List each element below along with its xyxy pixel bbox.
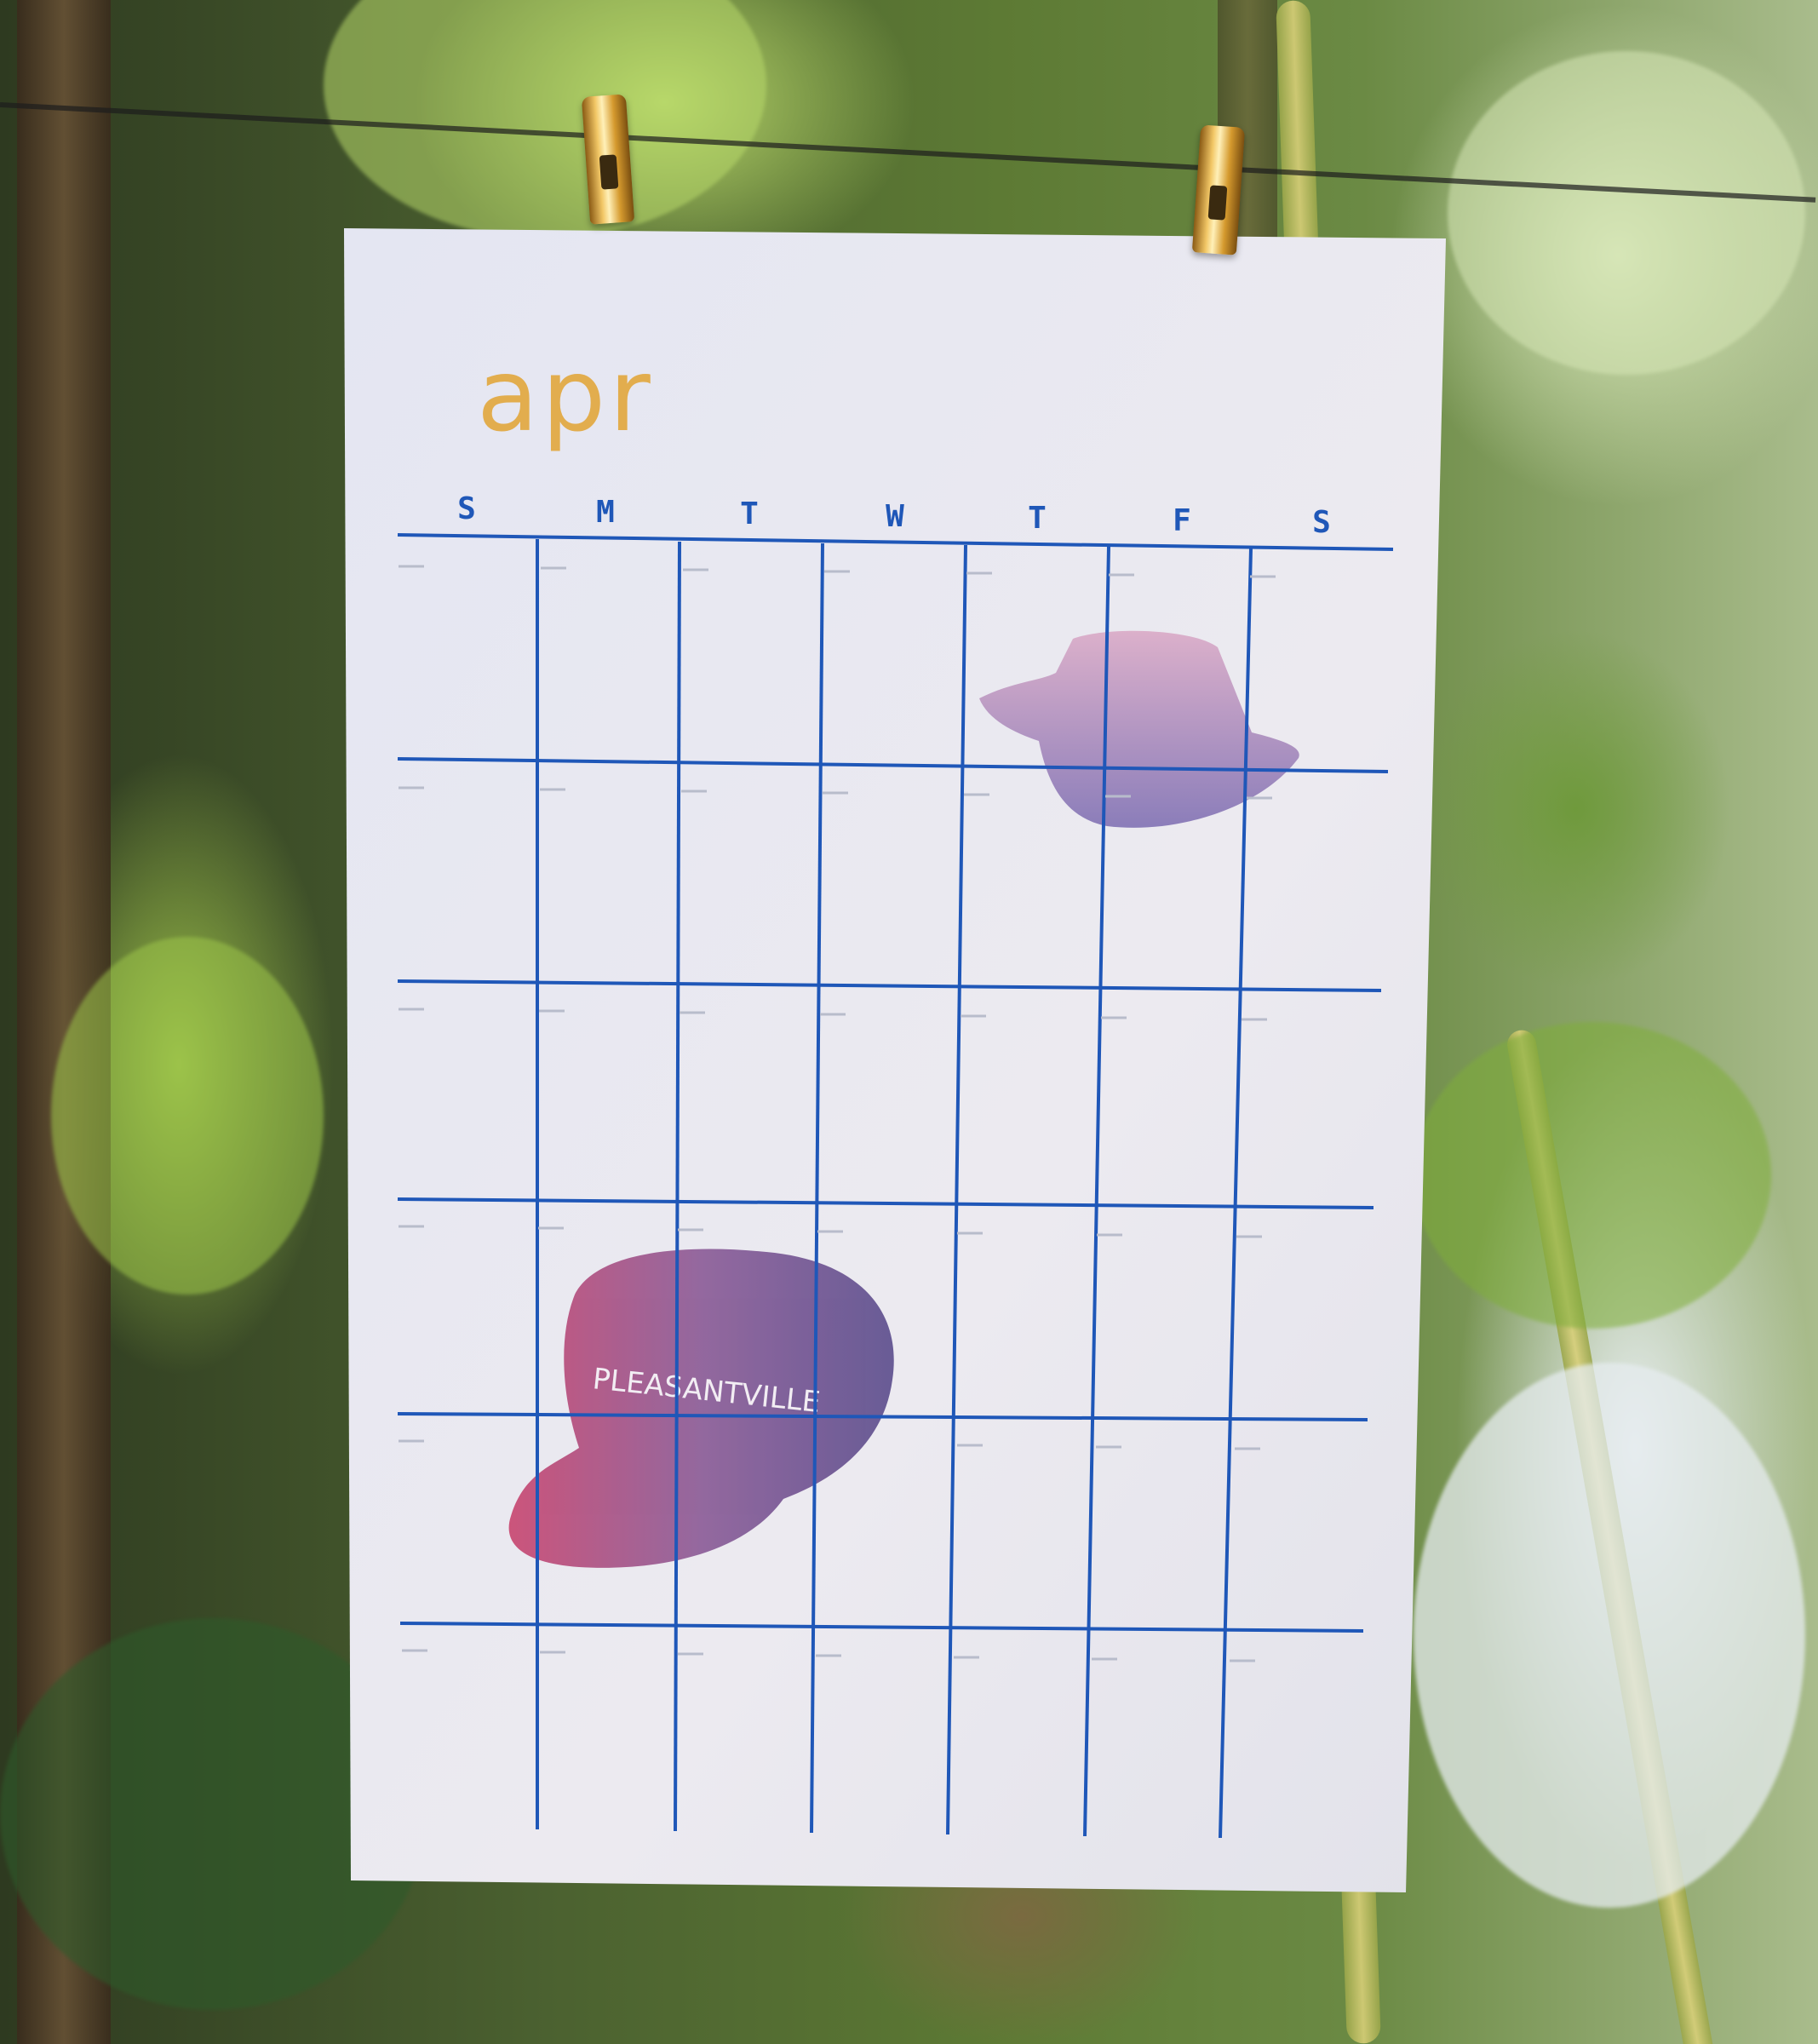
baseball-cap-icon: PLEASANTVILLE xyxy=(508,1249,894,1568)
binder-clip-left xyxy=(581,94,635,225)
cowboy-hat-icon xyxy=(979,630,1299,828)
grid-line-v xyxy=(810,543,824,1834)
binder-clip-right xyxy=(1191,124,1246,256)
weekday-tuesday: T xyxy=(740,497,759,531)
date-markers xyxy=(399,565,1276,1662)
weekday-wednesday: W xyxy=(886,499,904,534)
weekday-monday: M xyxy=(596,495,615,530)
grid-line-h xyxy=(397,533,1394,551)
grid-line-h xyxy=(397,1412,1368,1421)
leaf xyxy=(1448,51,1805,375)
weekday-friday: F xyxy=(1173,503,1191,538)
weekday-saturday: S xyxy=(1312,505,1331,540)
weekday-thursday: T xyxy=(1028,501,1047,536)
grid-line-h xyxy=(397,1197,1374,1209)
grid-line-v xyxy=(1083,546,1110,1837)
month-title: apr xyxy=(477,336,654,454)
weekday-sunday: S xyxy=(457,491,476,526)
grid-line-v xyxy=(1219,548,1253,1839)
window-light xyxy=(1414,1363,1805,1908)
leaf xyxy=(324,0,766,238)
paper-sheet xyxy=(344,228,1446,1892)
grid-line-v xyxy=(674,541,681,1832)
leaf xyxy=(51,937,324,1295)
leaf xyxy=(1414,1022,1771,1329)
grid-line-v xyxy=(946,544,967,1835)
grid-line-h xyxy=(397,757,1389,773)
grid-line-h xyxy=(397,979,1382,992)
grid-line-h xyxy=(399,1622,1364,1633)
calendar-grid xyxy=(397,533,1394,1839)
